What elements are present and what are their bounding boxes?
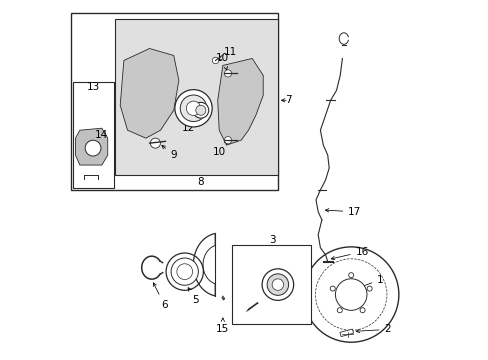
Text: 2: 2 xyxy=(356,324,390,334)
Circle shape xyxy=(337,308,342,313)
Text: 16: 16 xyxy=(330,247,368,260)
Circle shape xyxy=(180,95,206,122)
Circle shape xyxy=(166,253,203,290)
Text: 5: 5 xyxy=(188,288,199,305)
Polygon shape xyxy=(75,128,107,165)
Circle shape xyxy=(335,279,366,310)
Circle shape xyxy=(150,138,160,148)
Circle shape xyxy=(341,285,360,304)
Text: 7: 7 xyxy=(285,95,292,105)
Circle shape xyxy=(171,258,198,285)
Text: 11: 11 xyxy=(218,48,236,60)
Circle shape xyxy=(224,70,231,77)
Text: 1: 1 xyxy=(343,275,383,294)
Circle shape xyxy=(303,247,398,342)
Text: 3: 3 xyxy=(268,235,275,245)
Polygon shape xyxy=(120,49,179,138)
Bar xyxy=(72,82,114,188)
Text: 15: 15 xyxy=(216,318,229,334)
Text: 10: 10 xyxy=(216,54,229,70)
Bar xyxy=(232,245,310,324)
Circle shape xyxy=(359,308,365,313)
Text: 17: 17 xyxy=(325,207,361,217)
Circle shape xyxy=(262,269,293,300)
Circle shape xyxy=(175,90,212,127)
Circle shape xyxy=(85,140,101,156)
Text: 9: 9 xyxy=(162,145,177,160)
Text: 8: 8 xyxy=(197,177,204,187)
Circle shape xyxy=(196,105,205,115)
Bar xyxy=(115,19,277,175)
Text: 6: 6 xyxy=(153,283,167,310)
Text: 4: 4 xyxy=(241,307,252,324)
Text: 13: 13 xyxy=(86,82,100,93)
Circle shape xyxy=(266,274,288,295)
Circle shape xyxy=(224,136,231,144)
Circle shape xyxy=(186,101,200,116)
Circle shape xyxy=(329,286,335,291)
Circle shape xyxy=(272,279,283,290)
Text: 14: 14 xyxy=(86,130,108,146)
Text: 10: 10 xyxy=(212,141,227,157)
Circle shape xyxy=(348,273,353,278)
Text: 12: 12 xyxy=(182,118,195,133)
Circle shape xyxy=(212,57,218,64)
Bar xyxy=(339,329,353,337)
Circle shape xyxy=(193,102,208,118)
Bar xyxy=(71,13,277,190)
Circle shape xyxy=(177,264,192,279)
Polygon shape xyxy=(217,58,263,145)
Circle shape xyxy=(366,286,371,291)
